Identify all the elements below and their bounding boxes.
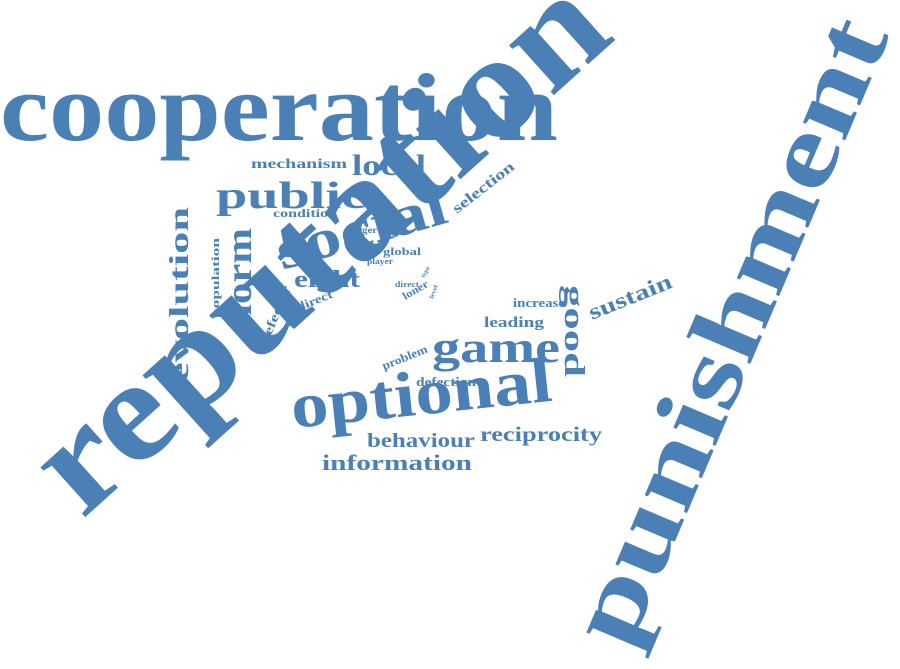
word-larger: larger — [349, 225, 377, 235]
word-mechanism: mechanism — [251, 157, 347, 172]
word-good: good — [558, 285, 589, 378]
word-increase: increase — [513, 295, 565, 310]
word-player: player — [367, 257, 394, 266]
word-level: level — [429, 284, 440, 300]
word-type: type — [421, 265, 432, 279]
word-eight: eight — [294, 267, 360, 293]
word-global: global — [383, 246, 421, 258]
word-population: population — [210, 238, 222, 318]
word-evolution: evolution — [164, 207, 194, 382]
word-game: game — [432, 323, 560, 372]
word-sustain: sustain — [585, 268, 676, 324]
word-norm: norm — [219, 228, 259, 328]
word-public: public — [216, 175, 366, 217]
word-defection: defection — [416, 374, 477, 389]
word-punishment: punishment — [546, 0, 900, 660]
word-condition: condition — [273, 206, 337, 220]
word-local: local — [352, 149, 426, 182]
word-information: information — [322, 450, 472, 475]
word-direct: direct — [395, 280, 419, 289]
word-behaviour: behaviour — [367, 430, 475, 452]
word-reciprocity: reciprocity — [480, 422, 603, 446]
word-leading: leading — [484, 315, 545, 331]
word-cooperation: cooperation — [0, 54, 558, 161]
